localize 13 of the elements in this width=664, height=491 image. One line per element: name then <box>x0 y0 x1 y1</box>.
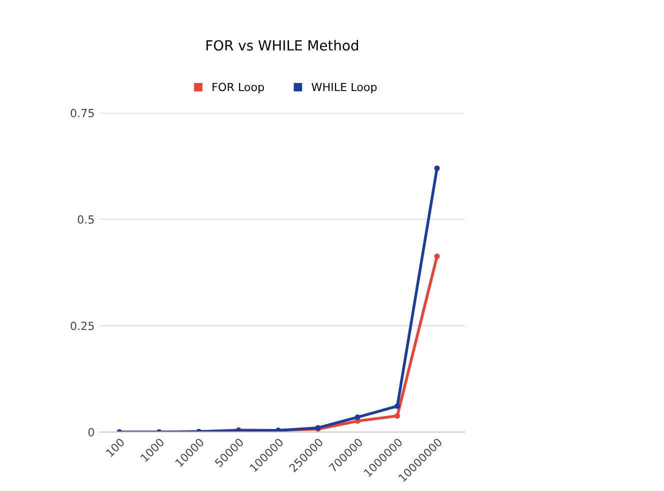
point <box>434 165 440 172</box>
y-tick-label: 0.75 <box>70 108 94 118</box>
legend-label: FOR Loop <box>212 82 264 94</box>
y-tick-label: 0.25 <box>70 322 94 330</box>
x-tick-label: 100 <box>105 438 126 458</box>
point <box>394 403 400 409</box>
legend-label: WHILE Loop <box>312 82 377 94</box>
chart-title: FOR vs WHILE Method <box>206 40 358 51</box>
point <box>394 413 400 419</box>
y-tick-label: 0 <box>88 428 94 436</box>
y-tick-label: 0.5 <box>78 215 94 224</box>
point <box>354 414 360 420</box>
point <box>434 254 440 260</box>
